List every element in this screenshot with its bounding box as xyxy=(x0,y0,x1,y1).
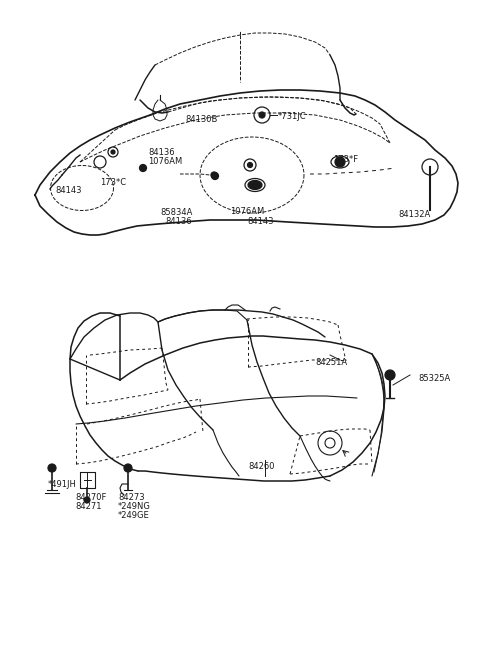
Text: 85325A: 85325A xyxy=(418,374,450,383)
Text: 84143: 84143 xyxy=(55,186,82,195)
Text: 1076AM: 1076AM xyxy=(148,157,182,166)
Circle shape xyxy=(48,464,56,472)
Ellipse shape xyxy=(248,181,262,189)
Circle shape xyxy=(248,162,252,168)
Circle shape xyxy=(84,497,90,503)
Text: *491JH: *491JH xyxy=(48,480,77,489)
Text: 84136: 84136 xyxy=(148,148,175,157)
Text: 84143: 84143 xyxy=(247,217,274,226)
Circle shape xyxy=(385,370,395,380)
Text: 173*F: 173*F xyxy=(333,155,358,164)
Text: 1076AM: 1076AM xyxy=(230,207,264,216)
Text: 84273: 84273 xyxy=(118,493,144,502)
Text: 173*C: 173*C xyxy=(100,178,126,187)
Circle shape xyxy=(211,172,217,178)
Text: *731JC: *731JC xyxy=(278,112,307,121)
Text: 84270F: 84270F xyxy=(75,493,107,502)
Circle shape xyxy=(212,173,218,179)
Text: 84251A: 84251A xyxy=(315,358,347,367)
Text: 84136: 84136 xyxy=(165,217,192,226)
Text: 85834A: 85834A xyxy=(160,208,192,217)
Text: *249GE: *249GE xyxy=(118,511,150,520)
Text: 84260: 84260 xyxy=(248,462,275,471)
Text: 84130B: 84130B xyxy=(185,115,217,124)
Text: 84271: 84271 xyxy=(75,502,101,511)
Circle shape xyxy=(124,464,132,472)
Circle shape xyxy=(259,112,265,118)
Circle shape xyxy=(111,150,115,154)
Text: *249NG: *249NG xyxy=(118,502,151,511)
Circle shape xyxy=(140,164,146,171)
Text: 84132A: 84132A xyxy=(398,210,430,219)
Circle shape xyxy=(335,157,345,167)
